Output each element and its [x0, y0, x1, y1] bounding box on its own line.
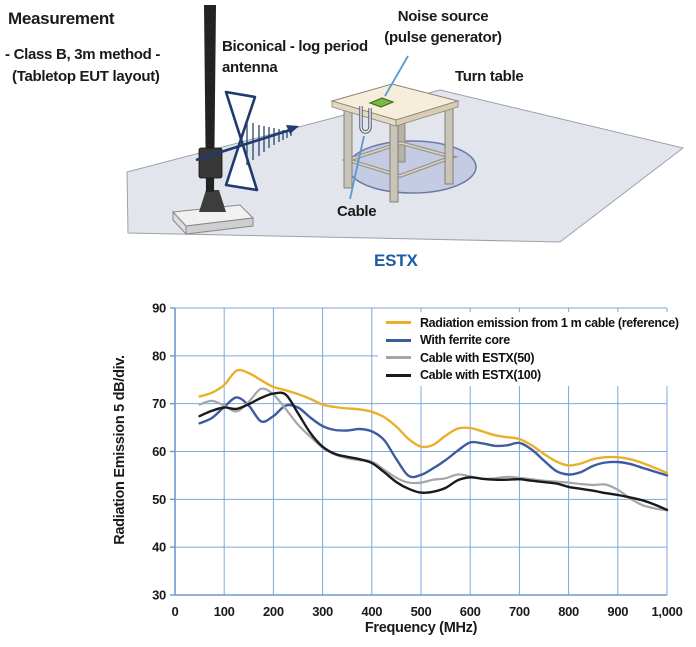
- x-tick-label: 100: [214, 604, 235, 619]
- x-tick-label: 0: [172, 604, 179, 619]
- x-tick-label: 500: [411, 604, 432, 619]
- noise-source-label-line1: Noise source: [397, 8, 489, 25]
- noise-source-leader-line: [384, 55, 409, 97]
- x-tick-label: 200: [263, 604, 284, 619]
- x-axis-title: Frequency (MHz): [364, 620, 478, 636]
- turn-table-label: Turn table: [455, 68, 524, 85]
- legend-swatch-reference: [386, 321, 411, 325]
- measurement-subtitle-method: - Class B, 3m method -: [5, 46, 161, 63]
- y-tick-label: 50: [152, 492, 166, 507]
- measurement-subtitle-layout: (Tabletop EUT layout): [12, 68, 160, 85]
- x-tick-label: 400: [361, 604, 382, 619]
- series-line-2: [198, 387, 669, 512]
- y-tick-label: 80: [152, 348, 166, 363]
- noise-source-label-line2: (pulse generator): [384, 29, 502, 46]
- legend-swatch-ferrite: [386, 338, 411, 342]
- legend-item-ferrite: With ferrite core: [386, 332, 674, 350]
- legend-label-reference: Radiation emission from 1 m cable (refer…: [420, 315, 679, 330]
- legend-swatch-estx100: [386, 373, 411, 377]
- x-tick-label: 300: [312, 604, 333, 619]
- antenna-label-line2: antenna: [222, 59, 278, 76]
- antenna-label-line1: Biconical - log period: [222, 38, 368, 55]
- y-tick-label: 30: [152, 588, 166, 603]
- y-tick-label: 60: [152, 444, 166, 459]
- cable-label: Cable: [337, 203, 377, 220]
- test-table: [330, 83, 460, 203]
- x-tick-label: 600: [460, 604, 481, 619]
- legend-label-estx100: Cable with ESTX(100): [420, 368, 541, 383]
- antenna-label: Biconical - log period antenna: [222, 36, 368, 78]
- series-line-1: [198, 396, 669, 479]
- antenna-mast: [198, 5, 223, 192]
- y-axis-title: Radiation Emission 5 dB/div.: [112, 355, 128, 545]
- x-tick-label: 700: [509, 604, 530, 619]
- biconical-antenna: [224, 90, 259, 192]
- noise-source-label: Noise source (pulse generator): [378, 6, 508, 48]
- legend-item-estx100: Cable with ESTX(100): [386, 367, 674, 385]
- noise-source-device: [368, 97, 395, 108]
- legend-label-estx50: Cable with ESTX(50): [420, 350, 535, 365]
- y-tick-label: 90: [152, 301, 166, 316]
- y-tick-label: 40: [152, 540, 166, 555]
- cable-loop: [359, 106, 372, 134]
- antenna-base: [171, 190, 255, 236]
- legend-label-ferrite: With ferrite core: [420, 333, 510, 348]
- cable-leader-line: [349, 135, 365, 200]
- x-tick-label: 900: [607, 604, 628, 619]
- chart-legend: Radiation emission from 1 m cable (refer…: [378, 312, 679, 386]
- y-tick-label: 70: [152, 396, 166, 411]
- chart-plot-area: 0 100 200 300 400 500 600 700 800 900 1,000 30 40 50 6…: [152, 301, 683, 620]
- radiation-emission-chart: 0 100 200 300 400 500 600 700 800 900 1,000 30 40 50 6…: [108, 296, 690, 647]
- antenna-boom-arrow: [195, 125, 299, 162]
- x-tick-label: 1,000: [651, 604, 682, 619]
- measurement-setup-diagram: [126, 5, 685, 243]
- measurement-title: Measurement: [8, 9, 115, 28]
- legend-item-reference: Radiation emission from 1 m cable (refer…: [386, 314, 679, 332]
- series-line-0: [198, 368, 669, 475]
- x-tick-label: 800: [558, 604, 579, 619]
- legend-swatch-estx50: [386, 356, 411, 360]
- legend-item-estx50: Cable with ESTX(50): [386, 349, 674, 367]
- product-name-estx: ESTX: [374, 251, 418, 270]
- series-line-3: [198, 391, 669, 512]
